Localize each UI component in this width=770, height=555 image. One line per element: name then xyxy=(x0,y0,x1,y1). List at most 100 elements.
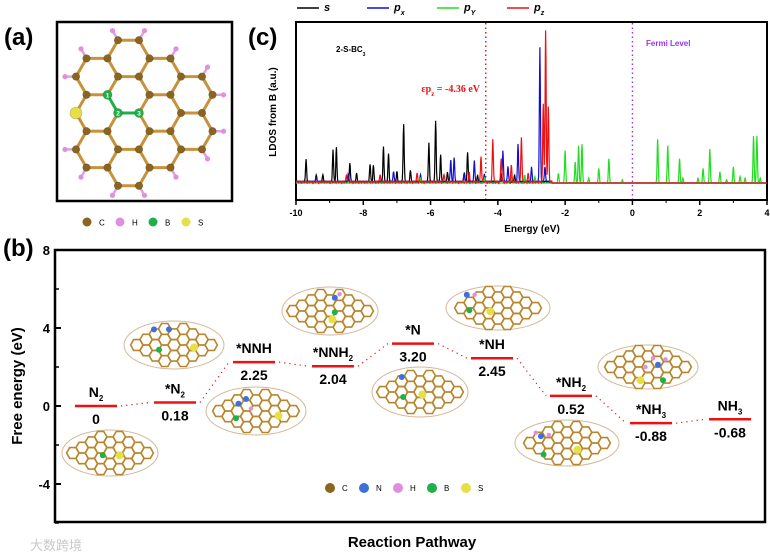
hydrogen-atom xyxy=(78,174,84,180)
step-name-label: *NNH xyxy=(236,340,272,356)
ldos-x-axis: -10 -8 -6 -4 -2 0 2 4 xyxy=(289,200,770,218)
connector-line xyxy=(120,401,151,407)
configuration-inset xyxy=(123,320,225,370)
carbon-atom xyxy=(82,163,91,172)
x-tick-label: -2 xyxy=(561,208,569,218)
carbon-atom xyxy=(103,163,112,172)
bc3-flake-structure: 1 2 3 xyxy=(62,28,227,198)
configuration-inset xyxy=(371,366,469,418)
connector-line xyxy=(437,343,468,359)
legend-label: pY xyxy=(463,2,477,17)
inset-atom-b xyxy=(466,307,473,314)
inset-atom-h xyxy=(643,364,648,370)
inset-atom-s xyxy=(190,343,198,352)
fermi-level-label: Fermi Level xyxy=(646,39,690,48)
step-name-label: *NH xyxy=(479,336,505,352)
energy-x-label: Reaction Pathway xyxy=(348,534,477,551)
carbon-atom xyxy=(82,54,91,63)
free-energy-diagram: 8 4 0 -4 N2 0 *N2 0.18 *NNH 2.25 *NNH2 2.04 *N 3.20 *… xyxy=(9,243,767,551)
inset-atom-h xyxy=(546,432,551,438)
step-name-label: *NH3 xyxy=(636,401,667,420)
inset-atom-b xyxy=(99,452,106,459)
legend-label: s xyxy=(324,2,330,14)
connector-line xyxy=(595,395,627,424)
adsorption-configurations xyxy=(61,285,699,477)
configuration-inset xyxy=(445,285,551,331)
carbon-ring xyxy=(286,404,301,418)
legend-atom-c-icon xyxy=(325,483,335,493)
inset-atom-h xyxy=(533,430,538,435)
x-tick-label: 0 xyxy=(630,208,635,218)
inset-atom-s xyxy=(328,315,337,324)
inset-atom-s xyxy=(274,411,283,420)
carbon-atom xyxy=(82,127,91,136)
watermark-logo: 大数跨境 xyxy=(30,538,82,553)
hydrogen-atom xyxy=(109,28,116,34)
inset-atom-n xyxy=(235,400,242,407)
inset-outline xyxy=(205,386,307,436)
connector-line xyxy=(516,357,547,397)
energy-y-axis: 8 4 0 -4 xyxy=(38,243,61,524)
step-name-label: *N xyxy=(405,322,421,338)
inset-atom-n xyxy=(538,433,544,440)
hydrogen-atom xyxy=(173,46,179,52)
hydrogen-atom xyxy=(220,92,227,98)
carbon-ring xyxy=(597,436,612,450)
carbon-atom xyxy=(197,145,207,154)
carbon-atom xyxy=(176,72,186,81)
carbon-atom xyxy=(134,181,144,190)
boron-site-number: 1 xyxy=(106,92,110,99)
x-tick-label: -6 xyxy=(427,208,435,218)
inset-atom-n xyxy=(166,326,172,333)
carbon-ring xyxy=(204,338,219,352)
boron-site-number: 3 xyxy=(137,110,141,117)
legend-atom-h-icon xyxy=(115,217,125,227)
carbon-atom xyxy=(82,90,91,99)
system-label: 2-S-BC3 xyxy=(336,45,366,58)
inset-atom-s xyxy=(115,451,124,460)
carbon-atom xyxy=(197,72,207,81)
carbon-ring xyxy=(528,301,543,315)
inset-atom-h xyxy=(663,357,668,362)
inset-atom-h xyxy=(472,292,477,297)
carbon-atom xyxy=(71,145,81,154)
structure-frame xyxy=(55,20,234,203)
configuration-inset xyxy=(205,386,307,436)
ldos-line-pz xyxy=(295,30,767,185)
x-tick-label: -8 xyxy=(359,208,367,218)
y-tick-label: 8 xyxy=(43,243,50,258)
configuration-inset xyxy=(61,429,159,477)
hydrogen-atom xyxy=(78,46,84,52)
step-name-label: *N2 xyxy=(165,380,186,399)
inset-atom-h xyxy=(337,292,342,297)
legend-atom-b-icon xyxy=(427,483,437,493)
carbon-atom xyxy=(145,127,154,136)
hydrogen-atom xyxy=(204,156,211,162)
carbon-atom xyxy=(113,72,123,81)
legend-atom-s-icon xyxy=(181,217,191,227)
legend-atom-c-icon xyxy=(82,217,92,227)
structure-panel: 1 2 3 C H B S xyxy=(55,20,234,228)
legend-label: S xyxy=(198,219,203,228)
x-tick-label: -4 xyxy=(494,208,502,218)
boron-site-number: 2 xyxy=(116,110,120,117)
step-energy-value: -0.88 xyxy=(635,428,667,444)
legend-label: pz xyxy=(533,2,545,17)
panel-label-a: (a) xyxy=(4,24,33,51)
inset-atom-s xyxy=(486,307,495,316)
step-energy-value: 0.52 xyxy=(557,401,584,417)
inset-atom-h xyxy=(650,356,656,361)
legend-label: B xyxy=(165,219,170,228)
carbon-atom xyxy=(145,54,154,63)
legend-label: B xyxy=(444,484,449,493)
energy-y-label: Free energy (eV) xyxy=(9,327,26,445)
carbon-ring xyxy=(450,385,465,399)
step-name-label: *NNH2 xyxy=(313,344,354,363)
legend-label: H xyxy=(410,484,416,493)
inset-atom-b xyxy=(233,415,239,422)
carbon-atom xyxy=(208,127,217,136)
inset-atom-s xyxy=(636,376,645,385)
boron-atom xyxy=(113,108,123,118)
hydrogen-atom xyxy=(173,174,179,180)
